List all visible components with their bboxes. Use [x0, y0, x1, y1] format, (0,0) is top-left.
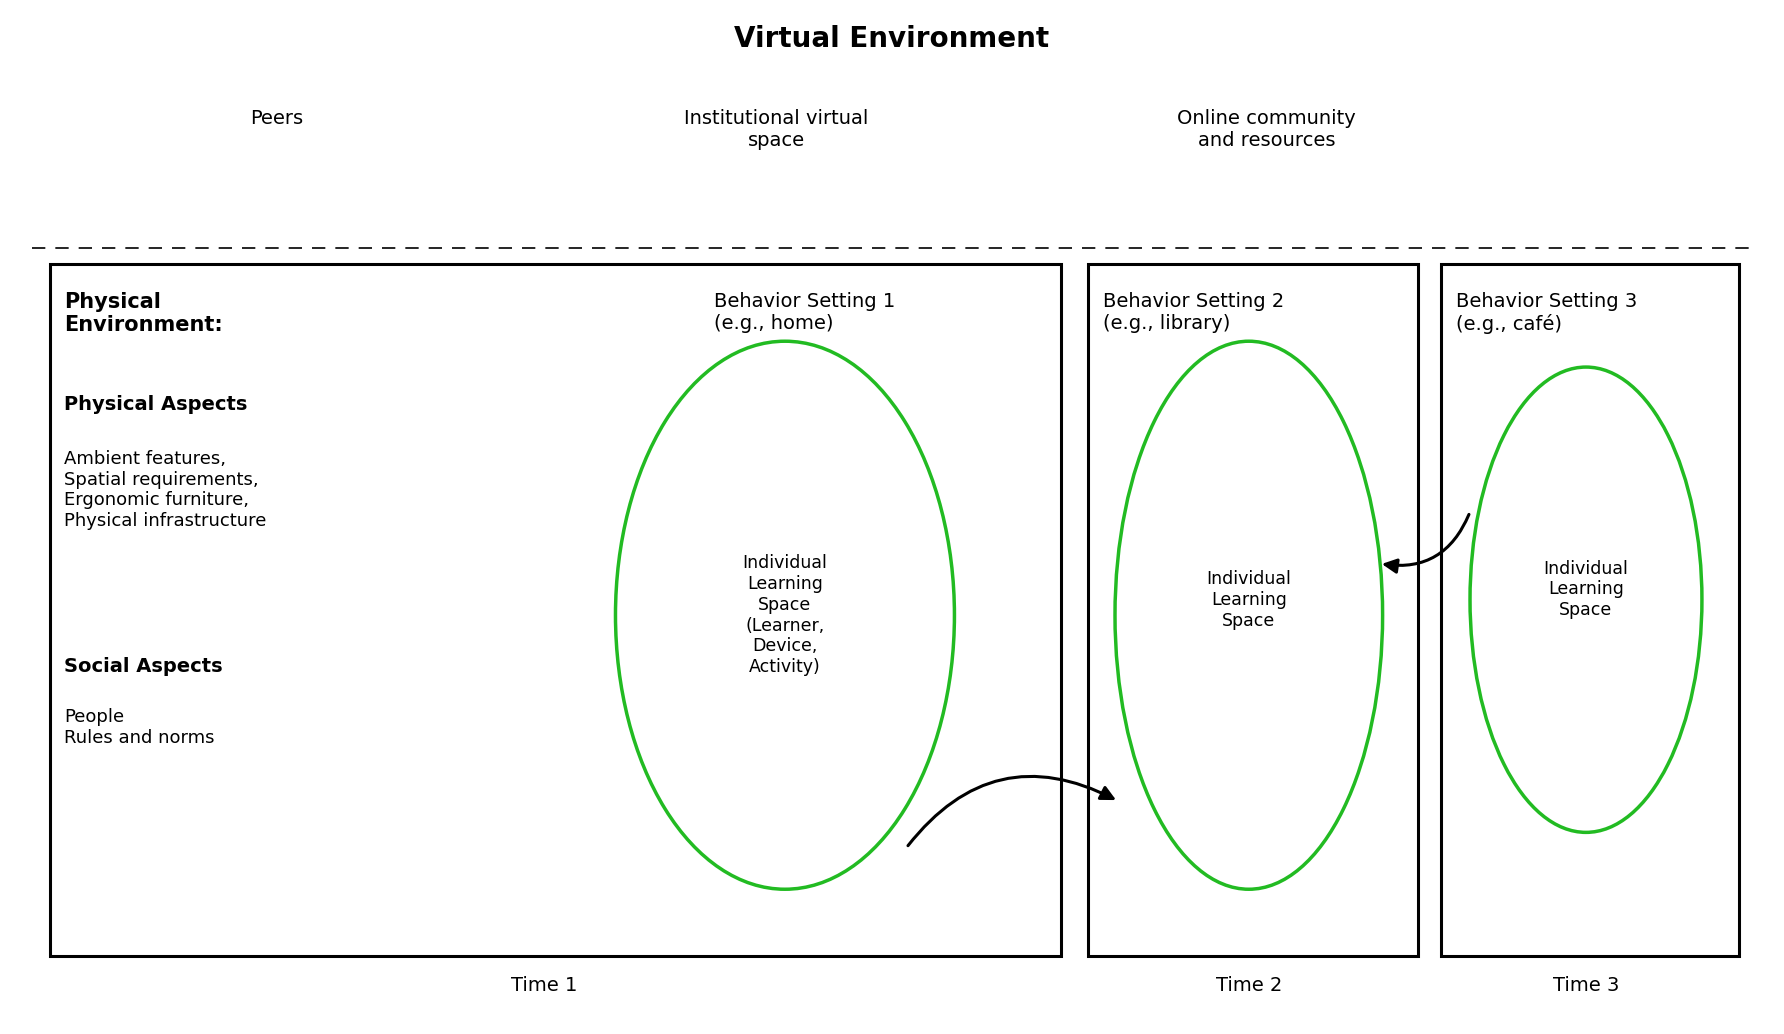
Text: Individual
Learning
Space: Individual Learning Space — [1543, 559, 1629, 619]
Ellipse shape — [615, 341, 954, 889]
Text: Online community
and resources: Online community and resources — [1177, 109, 1356, 150]
Text: People
Rules and norms: People Rules and norms — [64, 708, 214, 748]
Text: Behavior Setting 2
(e.g., library): Behavior Setting 2 (e.g., library) — [1103, 292, 1284, 333]
Text: Ambient features,
Spatial requirements,
Ergonomic furniture,
Physical infrastruc: Ambient features, Spatial requirements, … — [64, 450, 266, 530]
Text: Time 1: Time 1 — [510, 976, 578, 995]
Text: Social Aspects: Social Aspects — [64, 657, 223, 675]
Text: Peers: Peers — [250, 109, 303, 127]
Text: Behavior Setting 1
(e.g., home): Behavior Setting 1 (e.g., home) — [714, 292, 896, 333]
Text: Behavior Setting 3
(e.g., café): Behavior Setting 3 (e.g., café) — [1456, 292, 1638, 334]
Text: Individual
Learning
Space: Individual Learning Space — [1206, 570, 1292, 630]
Bar — [1088, 264, 1418, 956]
Text: Virtual Environment: Virtual Environment — [735, 25, 1049, 54]
Text: Time 3: Time 3 — [1552, 976, 1620, 995]
Ellipse shape — [1115, 341, 1383, 889]
Text: Physical Aspects: Physical Aspects — [64, 395, 248, 414]
Bar — [1441, 264, 1739, 956]
Text: Physical
Environment:: Physical Environment: — [64, 292, 223, 335]
Text: Individual
Learning
Space
(Learner,
Device,
Activity): Individual Learning Space (Learner, Devi… — [742, 554, 828, 676]
Ellipse shape — [1470, 367, 1702, 832]
Bar — [50, 264, 1061, 956]
Text: Time 2: Time 2 — [1215, 976, 1283, 995]
Text: Institutional virtual
space: Institutional virtual space — [683, 109, 869, 150]
